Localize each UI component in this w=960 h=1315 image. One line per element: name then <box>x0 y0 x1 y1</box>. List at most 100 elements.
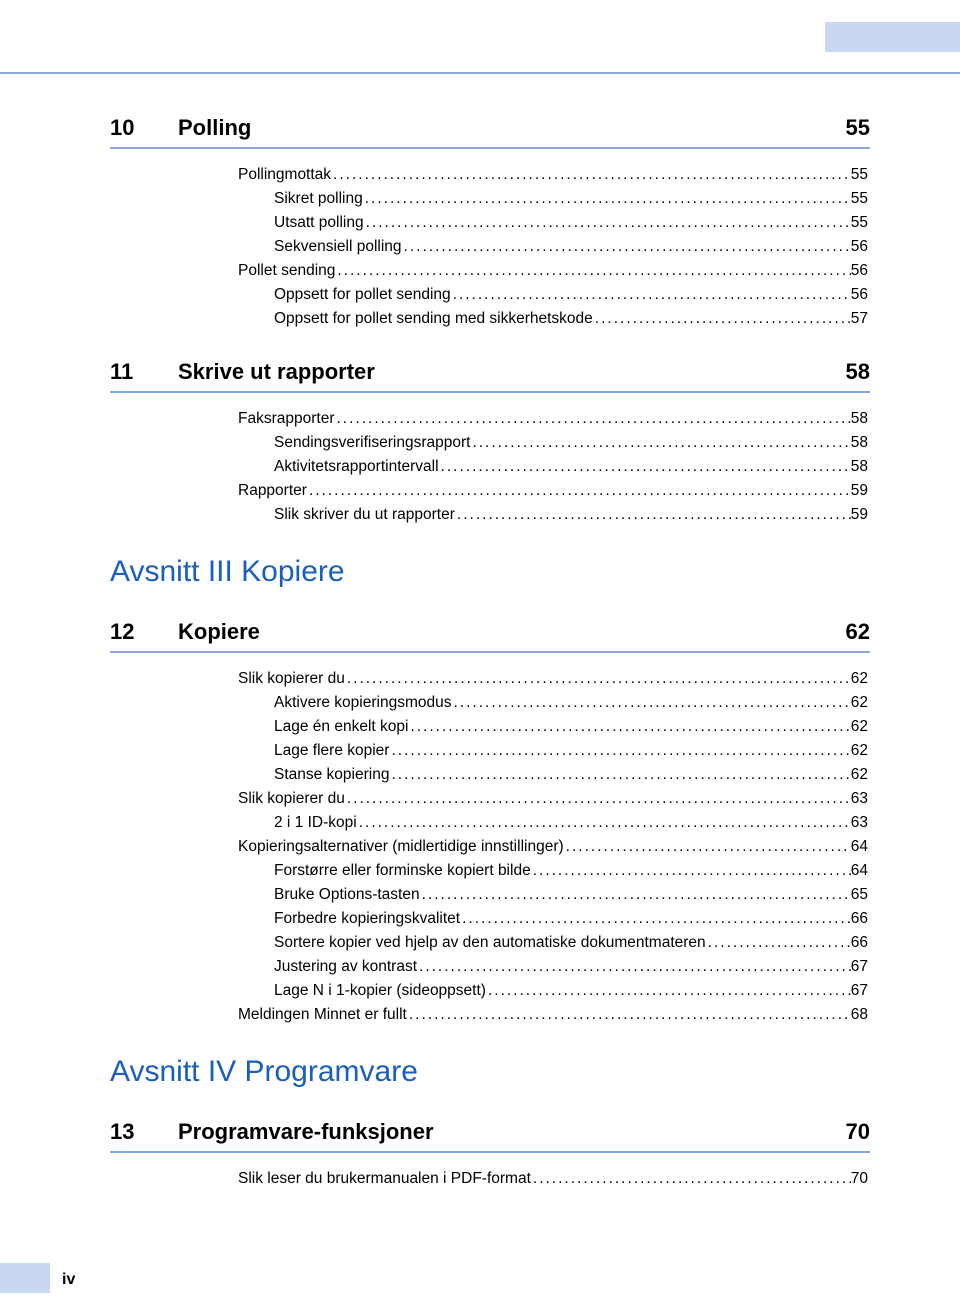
toc-entry-label: Slik kopierer du <box>238 667 345 691</box>
toc-dot-leader <box>357 811 851 835</box>
toc-entry-label: Forstørre eller forminske kopiert bilde <box>274 859 531 883</box>
toc-entry-page: 64 <box>851 859 868 883</box>
toc-dot-leader <box>417 955 851 979</box>
toc-entry-label: Sortere kopier ved hjelp av den automati… <box>274 931 706 955</box>
toc-entry-page: 62 <box>851 763 868 787</box>
toc-entry-page: 64 <box>851 835 868 859</box>
toc-entry-page: 58 <box>851 407 868 431</box>
toc-entry-label: Aktivitetsrapportintervall <box>274 455 439 479</box>
toc-entry: Faksrapporter58 <box>238 407 868 431</box>
toc-entry-label: Slik kopierer du <box>238 787 345 811</box>
chapter-number: 13 <box>110 1119 178 1145</box>
toc-entry-label: Meldingen Minnet er fullt <box>238 1003 407 1027</box>
chapter-page: 55 <box>846 115 870 141</box>
chapter-number: 11 <box>110 359 178 385</box>
page-number: iv <box>62 1271 75 1289</box>
toc-dot-leader <box>439 455 851 479</box>
toc-dot-leader <box>451 283 851 307</box>
toc-dot-leader <box>593 307 851 331</box>
toc-entry-page: 66 <box>851 907 868 931</box>
toc-entry: Slik kopierer du 62 <box>238 667 868 691</box>
toc-dot-leader <box>408 715 850 739</box>
toc-block: Slik leser du brukermanualen i PDF-forma… <box>238 1167 868 1191</box>
toc-entry-page: 62 <box>851 691 868 715</box>
toc-block: Faksrapporter58Sendingsverifiseringsrapp… <box>238 407 868 527</box>
toc-entry-label: Pollingmottak <box>238 163 331 187</box>
toc-entry-label: Justering av kontrast <box>274 955 417 979</box>
toc-entry: Justering av kontrast67 <box>238 955 868 979</box>
toc-entry-label: Sekvensiell polling <box>274 235 402 259</box>
toc-dot-leader <box>389 763 850 787</box>
toc-entry: Slik skriver du ut rapporter59 <box>238 503 868 527</box>
toc-entry: Pollingmottak55 <box>238 163 868 187</box>
toc-block: Pollingmottak55Sikret polling55Utsatt po… <box>238 163 868 331</box>
chapter-page: 58 <box>846 359 870 385</box>
toc-entry: Slik kopierer du 63 <box>238 787 868 811</box>
toc-entry-page: 62 <box>851 667 868 691</box>
toc-entry-label: 2 i 1 ID-kopi <box>274 811 357 835</box>
toc-entry: Lage flere kopier62 <box>238 739 868 763</box>
chapter-title: Kopiere <box>178 619 846 645</box>
toc-dot-leader <box>531 859 851 883</box>
toc-entry: Kopieringsalternativer (midlertidige inn… <box>238 835 868 859</box>
toc-entry-page: 56 <box>851 235 868 259</box>
toc-dot-leader <box>331 163 851 187</box>
toc-entry: Lage N i 1-kopier (sideoppsett)67 <box>238 979 868 1003</box>
toc-dot-leader <box>364 211 851 235</box>
toc-dot-leader <box>389 739 850 763</box>
chapter-title: Polling <box>178 115 846 141</box>
toc-dot-leader <box>345 667 851 691</box>
toc-entry: Forbedre kopieringskvalitet 66 <box>238 907 868 931</box>
toc-dot-leader <box>470 431 850 455</box>
toc-entry-page: 70 <box>851 1167 868 1191</box>
header-accent-box <box>825 22 960 52</box>
toc-entry-page: 57 <box>851 307 868 331</box>
toc-dot-leader <box>363 187 851 211</box>
toc-entry: Forstørre eller forminske kopiert bilde 6… <box>238 859 868 883</box>
toc-entry-label: Oppsett for pollet sending med sikkerhet… <box>274 307 593 331</box>
toc-entry-page: 63 <box>851 787 868 811</box>
chapter-page: 70 <box>846 1119 870 1145</box>
toc-entry-page: 63 <box>851 811 868 835</box>
toc-entry: Oppsett for pollet sending 56 <box>238 283 868 307</box>
toc-entry-label: Rapporter <box>238 479 307 503</box>
toc-content: 10 Polling 55 Pollingmottak55Sikret poll… <box>110 115 870 1219</box>
toc-entry-page: 58 <box>851 455 868 479</box>
chapter-heading: 11 Skrive ut rapporter 58 <box>110 359 870 385</box>
chapter-heading: 10 Polling 55 <box>110 115 870 141</box>
toc-entry: Meldingen Minnet er fullt68 <box>238 1003 868 1027</box>
toc-entry-label: Aktivere kopieringsmodus <box>274 691 451 715</box>
toc-entry-page: 66 <box>851 931 868 955</box>
chapter-rule <box>110 147 870 149</box>
toc-entry-label: Pollet sending <box>238 259 335 283</box>
toc-entry: Slik leser du brukermanualen i PDF-forma… <box>238 1167 868 1191</box>
chapter-rule <box>110 1151 870 1153</box>
toc-entry: Bruke Options-tasten65 <box>238 883 868 907</box>
toc-entry: Sikret polling55 <box>238 187 868 211</box>
toc-entry-page: 56 <box>851 259 868 283</box>
chapter-number: 10 <box>110 115 178 141</box>
toc-entry-label: Oppsett for pollet sending <box>274 283 451 307</box>
toc-entry: 2 i 1 ID-kopi 63 <box>238 811 868 835</box>
toc-entry: Sendingsverifiseringsrapport58 <box>238 431 868 455</box>
toc-entry: Aktivere kopieringsmodus 62 <box>238 691 868 715</box>
toc-entry: Aktivitetsrapportintervall 58 <box>238 455 868 479</box>
toc-entry-label: Sikret polling <box>274 187 363 211</box>
chapter-page: 62 <box>846 619 870 645</box>
toc-entry-page: 56 <box>851 283 868 307</box>
toc-dot-leader <box>345 787 851 811</box>
toc-entry: Pollet sending 56 <box>238 259 868 283</box>
toc-entry: Oppsett for pollet sending med sikkerhet… <box>238 307 868 331</box>
toc-entry-label: Lage N i 1-kopier (sideoppsett) <box>274 979 486 1003</box>
toc-entry-page: 59 <box>851 503 868 527</box>
toc-entry-label: Forbedre kopieringskvalitet <box>274 907 460 931</box>
chapter-number: 12 <box>110 619 178 645</box>
toc-entry-page: 62 <box>851 739 868 763</box>
toc-entry-page: 65 <box>851 883 868 907</box>
section-heading: Avsnitt III Kopiere <box>110 555 870 589</box>
toc-entry-page: 55 <box>851 211 868 235</box>
toc-dot-leader <box>407 1003 851 1027</box>
toc-dot-leader <box>335 259 850 283</box>
chapter-heading: 13 Programvare-funksjoner 70 <box>110 1119 870 1145</box>
toc-entry: Utsatt polling55 <box>238 211 868 235</box>
